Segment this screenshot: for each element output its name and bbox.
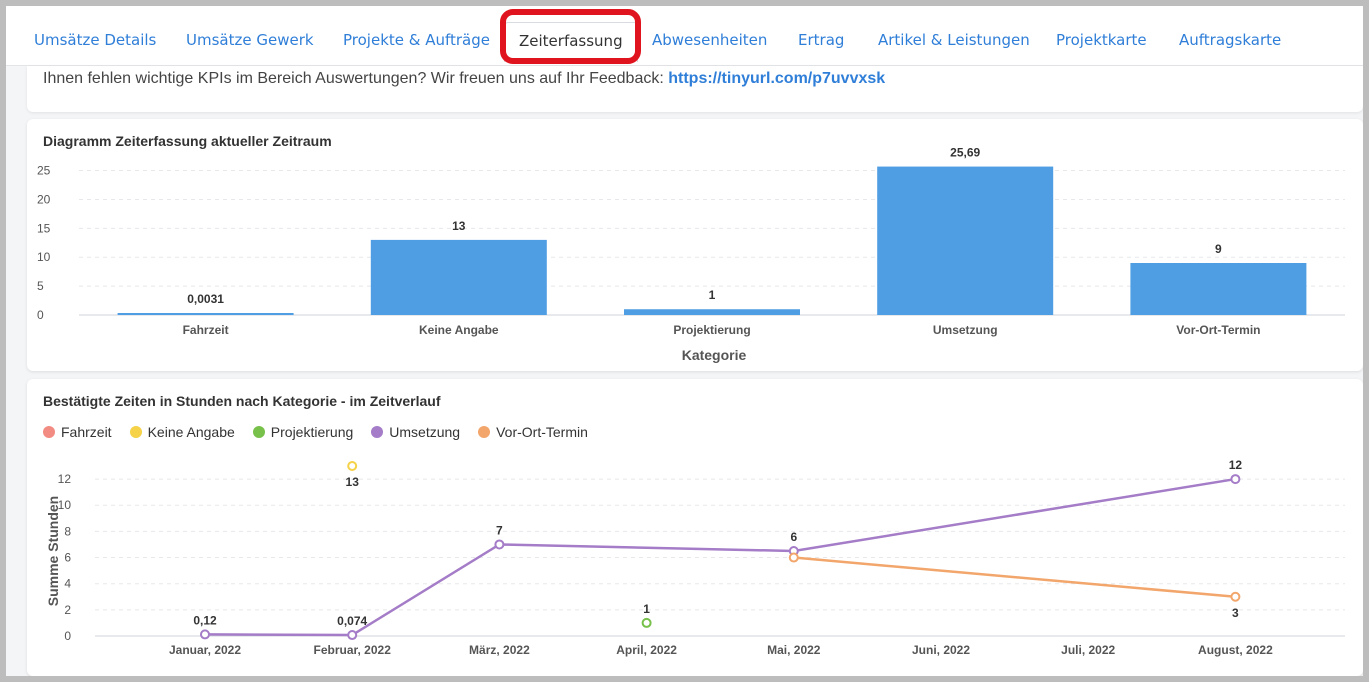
tab-bar: Umsätze Details Umsätze Gewerk Projekte … (6, 6, 1363, 66)
bar-projektierung[interactable] (624, 309, 800, 315)
point-projektierung[interactable] (641, 617, 652, 628)
tab-artikel-leistungen[interactable]: Artikel & Leistungen (878, 31, 1030, 49)
legend-label: Fahrzeit (61, 424, 112, 440)
bar-umsetzung[interactable] (877, 166, 1054, 315)
point-label-umsetzung: 0,074 (337, 614, 367, 628)
line-x-tick: Januar, 2022 (169, 643, 241, 657)
bar-fahrzeit[interactable] (117, 313, 294, 315)
bar-vor-ort-termin[interactable] (1130, 263, 1307, 315)
legend-dot-icon (43, 426, 55, 438)
legend-label: Vor-Ort-Termin (496, 424, 588, 440)
feedback-text: Ihnen fehlen wichtige KPIs im Bereich Au… (43, 70, 885, 88)
legend-item-vor-ort-termin[interactable]: Vor-Ort-Termin (478, 424, 588, 440)
line-x-tick: April, 2022 (616, 643, 677, 657)
tab-zeiterfassung[interactable]: Zeiterfassung (504, 22, 638, 62)
bar-chart: 0 5 10 15 20 25 0,0031 Fahrzeit 13 Keine Angabe 1 P… (37, 146, 1345, 363)
point-umsetzung[interactable] (494, 539, 505, 550)
legend-item-umsetzung[interactable]: Umsetzung (371, 424, 460, 440)
bar-chart-title: Diagramm Zeiterfassung aktueller Zeitrau… (43, 133, 332, 149)
legend-dot-icon (371, 426, 384, 438)
line-chart-card: Bestätigte Zeiten in Stunden nach Katego… (27, 379, 1363, 676)
point-vor-ort-termin[interactable] (788, 552, 799, 563)
legend-dot-icon (252, 426, 265, 438)
bar-y-tick: 15 (37, 221, 51, 235)
bar-y-tick: 10 (37, 250, 51, 264)
legend-label: Umsetzung (389, 424, 461, 440)
point-vor-ort-termin[interactable] (1230, 591, 1241, 602)
tab-umsaetze-gewerk[interactable]: Umsätze Gewerk (186, 31, 314, 49)
bar-x-tick: Projektierung (673, 323, 750, 337)
legend-dot-icon (129, 426, 142, 438)
point-label-umsetzung: 7 (496, 523, 503, 537)
line-y-tick: 10 (58, 498, 72, 512)
line-y-tick: 12 (58, 472, 72, 486)
bar-y-tick: 25 (37, 164, 51, 178)
line-y-axis-title: Summe Stunden (45, 496, 61, 606)
tab-auftragskarte[interactable]: Auftragskarte (1179, 31, 1282, 49)
legend-label: Keine Angabe (147, 424, 235, 440)
feedback-message: Ihnen fehlen wichtige KPIs im Bereich Au… (43, 70, 669, 87)
legend-item-keine-angabe[interactable]: Keine Angabe (129, 424, 235, 440)
bar-data-label: 1 (709, 288, 716, 302)
point-label-vor-ort-termin: 3 (1232, 606, 1239, 620)
line-chart-title: Bestätigte Zeiten in Stunden nach Katego… (43, 393, 441, 409)
line-y-tick: 0 (64, 629, 71, 643)
bar-keine-angabe[interactable] (370, 239, 547, 315)
bar-data-label: 13 (452, 219, 466, 233)
point-keine-angabe[interactable] (347, 461, 358, 471)
point-label-umsetzung: 6 (790, 530, 797, 544)
point-umsetzung[interactable] (347, 630, 358, 641)
series-line-vor-ort-termin (793, 556, 1236, 599)
point-label-umsetzung: 12 (1229, 458, 1243, 472)
tab-umsaetze-details[interactable]: Umsätze Details (34, 31, 157, 49)
line-x-tick: Juni, 2022 (912, 643, 970, 657)
bar-x-tick: Fahrzeit (183, 323, 229, 337)
feedback-banner: Ihnen fehlen wichtige KPIs im Bereich Au… (27, 66, 1363, 112)
bar-data-label: 9 (1215, 242, 1222, 256)
app-frame: Umsätze Details Umsätze Gewerk Projekte … (6, 6, 1363, 676)
line-x-tick: Juli, 2022 (1061, 643, 1115, 657)
line-y-tick: 8 (64, 524, 71, 538)
bar-data-label: 0,0031 (187, 292, 224, 306)
tab-projekte-auftraege[interactable]: Projekte & Aufträge (343, 31, 490, 49)
bar-x-axis-title: Kategorie (682, 347, 747, 363)
bar-y-tick: 0 (37, 308, 44, 322)
point-label-projektierung: 1 (643, 602, 650, 616)
legend-item-projektierung[interactable]: Projektierung (252, 424, 354, 440)
point-umsetzung[interactable] (200, 629, 210, 640)
feedback-link[interactable]: https://tinyurl.com/p7uvvxsk (668, 70, 886, 87)
bar-y-tick: 20 (37, 192, 51, 206)
line-chart-legend: Fahrzeit Keine Angabe Projektierung Umsetzu… (43, 424, 606, 440)
bar-x-tick: Vor-Ort-Termin (1176, 323, 1260, 337)
point-label-umsetzung: 0,12 (193, 613, 217, 627)
legend-item-fahrzeit[interactable]: Fahrzeit (43, 424, 112, 440)
tab-ertrag[interactable]: Ertrag (798, 31, 845, 49)
tab-projektkarte[interactable]: Projektkarte (1056, 31, 1147, 49)
legend-dot-icon (478, 426, 491, 438)
line-x-tick: Mai, 2022 (767, 643, 821, 657)
bar-chart-card: Diagramm Zeiterfassung aktueller Zeitrau… (27, 119, 1363, 371)
line-x-tick: März, 2022 (469, 643, 530, 657)
line-chart: 0 2 4 6 8 10 12 Summe Stunden Januar, 2022 Februa… (45, 458, 1345, 657)
line-y-tick: 2 (64, 603, 71, 617)
point-label-keine-angabe: 13 (346, 475, 360, 489)
bar-x-tick: Umsetzung (933, 323, 998, 337)
bar-data-label: 25,69 (950, 146, 980, 160)
line-x-tick: August, 2022 (1198, 643, 1273, 657)
line-y-tick: 4 (64, 577, 71, 591)
point-umsetzung[interactable] (1230, 474, 1241, 485)
bar-y-tick: 5 (37, 279, 44, 293)
tab-abwesenheiten[interactable]: Abwesenheiten (652, 31, 768, 49)
line-y-tick: 6 (64, 551, 71, 565)
bar-x-tick: Keine Angabe (419, 323, 499, 337)
legend-label: Projektierung (270, 424, 354, 440)
line-x-tick: Februar, 2022 (314, 643, 392, 657)
